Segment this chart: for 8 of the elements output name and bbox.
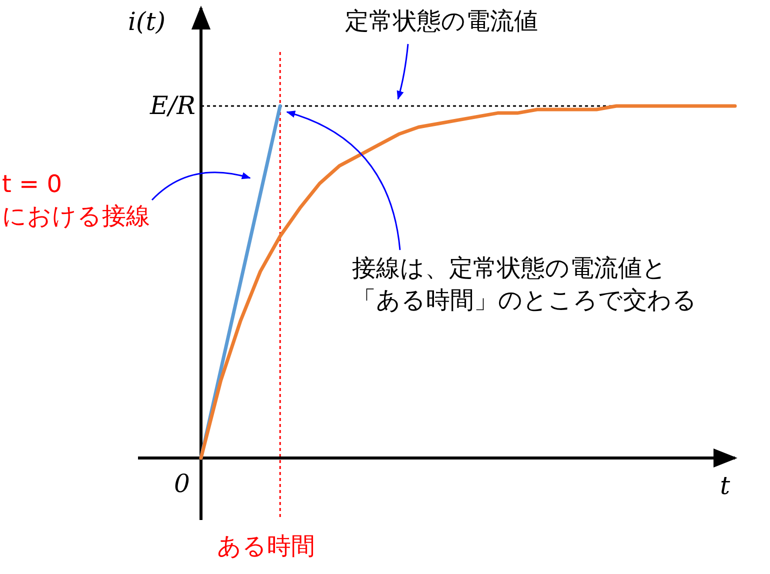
text: t = 0 における接線 <box>2 169 151 232</box>
text: 0 <box>174 468 190 500</box>
text: ある時間 <box>217 531 315 562</box>
ref-line-label: E/R <box>150 90 196 122</box>
annotation: 接線は、定常状態の電流値と「ある時間」のところで交わる <box>352 253 697 316</box>
y-axis-title: i(t) <box>128 6 166 38</box>
x-axis-title: t <box>720 470 730 502</box>
annotation: 定常状態の電流値 <box>345 6 538 37</box>
